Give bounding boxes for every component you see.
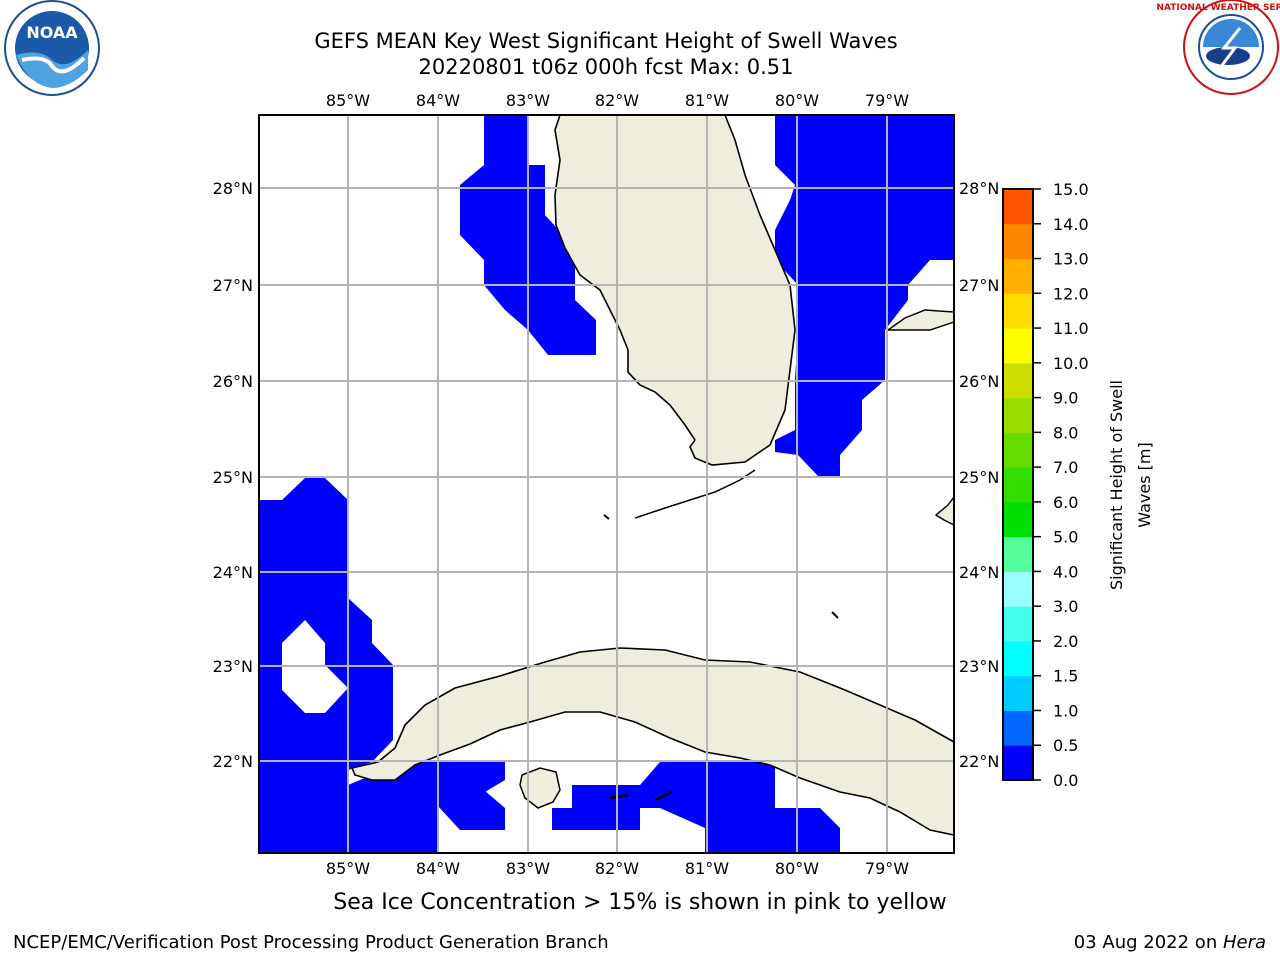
colorbar-tick-label: 6.0: [1053, 493, 1078, 512]
bahamas-islet: [831, 611, 839, 619]
lat-label-right: 27°N: [959, 276, 999, 295]
cuba-cays: [609, 790, 673, 802]
lat-label-left: 22°N: [213, 752, 253, 771]
lat-label-left: 24°N: [213, 563, 253, 582]
title-line-1: GEFS MEAN Key West Significant Height of…: [314, 29, 898, 53]
lon-label-top: 82°W: [595, 91, 639, 110]
lat-label-right: 25°N: [959, 468, 999, 487]
colorbar-label-line1: Significant Height of Swell: [1107, 380, 1126, 590]
colorbar-tick-label: 1.0: [1053, 701, 1078, 720]
colorbar-tick-label: 1.5: [1053, 667, 1078, 686]
lon-label-bottom: 85°W: [326, 859, 370, 878]
lon-label-top: 79°W: [865, 91, 909, 110]
noaa-logo-text: NOAA: [26, 23, 78, 42]
nws-logo: NATIONAL WEATHER SERVICE: [1156, 0, 1280, 95]
colorbar-block: [1003, 362, 1033, 399]
colorbar-tick-label: 11.0: [1053, 319, 1089, 338]
noaa-logo: NOAA: [4, 0, 100, 96]
colorbar-block: [1003, 293, 1033, 329]
colorbar-block: [1003, 675, 1033, 711]
footer-right: 03 Aug 2022 on Hera: [1074, 932, 1266, 953]
lon-label-bottom: 79°W: [865, 859, 909, 878]
lat-label-left: 27°N: [213, 276, 253, 295]
lat-label-right: 23°N: [959, 657, 999, 676]
footer-date: 03 Aug 2022 on: [1073, 932, 1223, 953]
colorbar-block: [1003, 467, 1033, 503]
colorbar-tick-label: 15.0: [1053, 180, 1089, 199]
colorbar-tick-label: 9.0: [1053, 389, 1078, 408]
colorbar-blocks: [1003, 189, 1033, 781]
footer-host: Hera: [1222, 932, 1266, 953]
map-frame: [258, 114, 955, 854]
colorbar-tick-label: 13.0: [1053, 250, 1089, 269]
colorbar-block: [1003, 745, 1033, 781]
colorbar-block: [1003, 536, 1033, 572]
colorbar-block: [1003, 432, 1033, 468]
isle-of-youth: [519, 767, 561, 809]
colorbar-tick-label: 2.0: [1053, 632, 1078, 651]
lon-label-bottom: 84°W: [416, 859, 460, 878]
colorbar-block: [1003, 606, 1033, 642]
lon-label-bottom: 82°W: [595, 859, 639, 878]
keys-islet: [603, 514, 610, 520]
colorbar-tick-label: 7.0: [1053, 458, 1078, 477]
footer-left: NCEP/EMC/Verification Post Processing Pr…: [13, 932, 609, 953]
colorbar-block: [1003, 501, 1033, 538]
lat-label-left: 23°N: [213, 657, 253, 676]
lat-label-right: 28°N: [959, 179, 999, 198]
colorbar-tick-label: 0.0: [1053, 771, 1078, 790]
florida-keys: [634, 469, 756, 519]
colorbar-block: [1003, 640, 1033, 677]
colorbar-block: [1003, 397, 1033, 433]
lon-label-bottom: 80°W: [775, 859, 819, 878]
lon-label-top: 83°W: [506, 91, 550, 110]
lat-label-right: 22°N: [959, 752, 999, 771]
colorbar-tick-label: 12.0: [1053, 284, 1089, 303]
lat-label-right: 26°N: [959, 372, 999, 391]
nws-logo-text: NATIONAL WEATHER SERVICE: [1156, 3, 1280, 13]
colorbar-tick-label: 4.0: [1053, 562, 1078, 581]
lat-label-left: 28°N: [213, 179, 253, 198]
colorbar-block: [1003, 710, 1033, 746]
colorbar-frame: [1002, 188, 1034, 781]
colorbar-tick-label: 5.0: [1053, 528, 1078, 547]
colorbar-block: [1003, 258, 1033, 294]
colorbar: 15.0 14.0 13.0 12.0 11.0 10.0 9.0 8.0 7.0 6.0 5.0 4…: [1002, 180, 1154, 790]
colorbar-tick-label: 10.0: [1053, 354, 1089, 373]
colorbar-tick-label: 0.5: [1053, 736, 1078, 755]
colorbar-block: [1003, 328, 1033, 364]
title-line-2: 20220801 t06z 000h fcst Max: 0.51: [418, 55, 794, 79]
lat-label-right: 24°N: [959, 563, 999, 582]
colorbar-tick-label: 8.0: [1053, 423, 1078, 442]
colorbar-tick-label: 3.0: [1053, 597, 1078, 616]
map-panel: 85°W 84°W 83°W 82°W 81°W 80°W 79°W 85°W …: [213, 91, 1000, 878]
colorbar-ticks: 15.0 14.0 13.0 12.0 11.0 10.0 9.0 8.0 7.0 6.0 5.0 4…: [1033, 180, 1089, 790]
colorbar-block: [1003, 571, 1033, 607]
lon-label-top: 85°W: [326, 91, 370, 110]
lat-label-left: 25°N: [213, 468, 253, 487]
lon-label-bottom: 83°W: [506, 859, 550, 878]
sea-ice-note: Sea Ice Concentration > 15% is shown in …: [333, 890, 947, 915]
lon-label-bottom: 81°W: [685, 859, 729, 878]
colorbar-block: [1003, 223, 1033, 260]
lat-label-left: 26°N: [213, 372, 253, 391]
lon-label-top: 81°W: [685, 91, 729, 110]
colorbar-label-line2: Waves [m]: [1135, 442, 1154, 527]
lon-label-top: 84°W: [416, 91, 460, 110]
colorbar-tick-label: 14.0: [1053, 215, 1089, 234]
colorbar-block: [1003, 189, 1033, 225]
florida-land: [554, 114, 796, 466]
lon-label-top: 80°W: [775, 91, 819, 110]
cuba-land: [350, 647, 955, 836]
graticule: [259, 115, 954, 853]
